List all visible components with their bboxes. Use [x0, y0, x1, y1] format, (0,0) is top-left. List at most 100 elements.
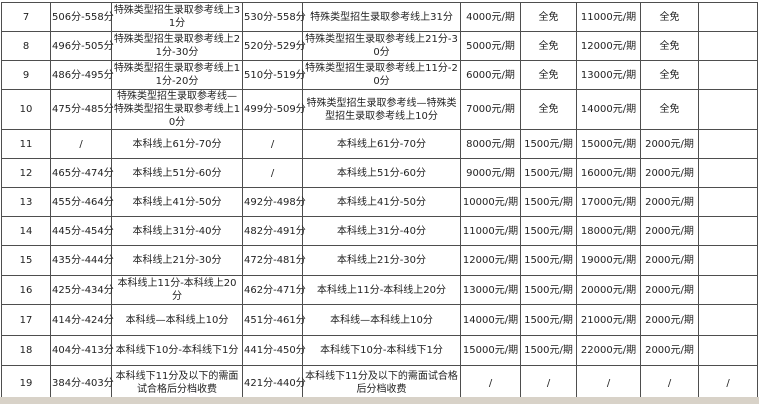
table-cell: 19000元/期	[576, 245, 641, 276]
table-cell: 特殊类型招生录取参考线上21分-30分	[302, 31, 461, 61]
table-cell: 506分-558分	[50, 2, 114, 32]
table-cell: 全免	[640, 2, 699, 32]
table-cell: /	[576, 365, 641, 402]
row-number-cell: 11	[1, 129, 51, 159]
table-cell: 2000元/期	[640, 129, 699, 159]
table-row: 7 506分-558分 特殊类型招生录取参考线上31分 530分-558分 特殊类型招生…	[1, 2, 758, 32]
table-cell	[698, 335, 758, 366]
table-row: 8 496分-505分 特殊类型招生录取参考线上21分-30分 520分-529分 特殊…	[1, 31, 758, 61]
table-cell: 特殊类型招生录取参考线上31分	[111, 2, 243, 32]
row-number-cell: 14	[1, 216, 51, 246]
table-cell	[698, 89, 758, 130]
table-cell: 本科线下11分及以下的需面试合格后分档收费	[302, 365, 461, 402]
table-cell: 本科线—本科线上10分	[302, 304, 461, 336]
table-row: 16 425分-434分 本科线上11分-本科线上20分 462分-471分 本科线上1…	[1, 275, 758, 305]
table-cell: 本科线下10分-本科线下1分	[302, 335, 461, 366]
table-cell: 全免	[520, 60, 577, 90]
row-number-cell: 10	[1, 89, 51, 130]
table-cell: /	[242, 129, 303, 159]
table-cell: 特殊类型招生录取参考线上21分-30分	[111, 31, 243, 61]
table-cell: 14000元/期	[576, 89, 641, 130]
row-number-cell: 8	[1, 31, 51, 61]
table-row: 15 435分-444分 本科线上21分-30分 472分-481分 本科线上21分-3…	[1, 245, 758, 276]
table-cell: 472分-481分	[242, 245, 306, 276]
table-row: 17 414分-424分 本科线—本科线上10分 451分-461分 本科线—本科线上1…	[1, 304, 758, 336]
table-cell: 8000元/期	[460, 129, 521, 159]
table-cell	[698, 2, 758, 32]
table-cell: 441分-450分	[242, 335, 306, 366]
table-cell: 全免	[520, 89, 577, 130]
table-cell: /	[50, 129, 112, 159]
table-cell	[698, 129, 758, 159]
table-cell: 9000元/期	[460, 158, 521, 188]
table-cell: 520分-529分	[242, 31, 306, 61]
table-cell: 7000元/期	[460, 89, 521, 130]
table-cell: 462分-471分	[242, 275, 306, 305]
table-cell: 2000元/期	[640, 275, 699, 305]
table-cell: 22000元/期	[576, 335, 641, 366]
table-cell: 1500元/期	[520, 335, 577, 366]
table-cell: 414分-424分	[50, 304, 114, 336]
table-cell: 全免	[520, 2, 577, 32]
table-cell: 1500元/期	[520, 129, 577, 159]
table-cell: 435分-444分	[50, 245, 114, 276]
table-cell: 1500元/期	[520, 216, 577, 246]
table-row: 11/本科线上61分-70分 / 本科线上61分-70分 8000元/期 1500元/期…	[1, 129, 758, 159]
table-cell: 465分-474分	[50, 158, 114, 188]
table-cell: 本科线上41分-50分	[111, 187, 243, 217]
table-cell: /	[242, 158, 303, 188]
table-cell: 本科线上21分-30分	[302, 245, 461, 276]
table-cell	[698, 304, 758, 336]
table-cell: 14000元/期	[460, 304, 521, 336]
row-number-cell: 16	[1, 275, 51, 305]
table-cell: 本科线上31分-40分	[111, 216, 243, 246]
table-cell: 2000元/期	[640, 304, 699, 336]
table-cell: 15000元/期	[576, 129, 641, 159]
table-cell: 455分-464分	[50, 187, 114, 217]
table-cell: 404分-413分	[50, 335, 114, 366]
table-cell: 18000元/期	[576, 216, 641, 246]
table-cell	[698, 216, 758, 246]
table-cell: 499分-509分	[242, 89, 306, 130]
table-cell: 本科线上51分-60分	[111, 158, 243, 188]
table-cell: 17000元/期	[576, 187, 641, 217]
bottom-margin-strip	[0, 397, 759, 404]
table-cell: 13000元/期	[576, 60, 641, 90]
table-cell: 特殊类型招生录取参考线上11分-20分	[111, 60, 243, 90]
table-cell: 10000元/期	[460, 187, 521, 217]
table-row: 9 486分-495分 特殊类型招生录取参考线上11分-20分 510分-519分 特殊…	[1, 60, 758, 90]
table-cell: 特殊类型招生录取参考线—特殊类型招生录取参考线上10分	[111, 89, 243, 130]
table-cell: 全免	[520, 31, 577, 61]
table-cell: 15000元/期	[460, 335, 521, 366]
table-cell: 451分-461分	[242, 304, 306, 336]
table-cell: 510分-519分	[242, 60, 306, 90]
table-row: 18 404分-413分 本科线下10分-本科线下1分 441分-450分 本科线下10…	[1, 335, 758, 366]
table-cell: 2000元/期	[640, 245, 699, 276]
table-cell: 本科线上61分-70分	[302, 129, 461, 159]
row-number-cell: 12	[1, 158, 51, 188]
table-cell: 本科线上31分-40分	[302, 216, 461, 246]
table-cell: 425分-434分	[50, 275, 114, 305]
table-cell: 特殊类型招生录取参考线上11分-20分	[302, 60, 461, 90]
table-cell: 11000元/期	[576, 2, 641, 32]
row-number-cell: 9	[1, 60, 51, 90]
table-cell: 1500元/期	[520, 275, 577, 305]
table-cell: 20000元/期	[576, 275, 641, 305]
table-cell: 本科线上21分-30分	[111, 245, 243, 276]
table-cell: /	[698, 365, 758, 402]
table-cell: 482分-491分	[242, 216, 306, 246]
table-cell: 全免	[640, 31, 699, 61]
table-cell: 本科线下10分-本科线下1分	[111, 335, 243, 366]
row-number-cell: 17	[1, 304, 51, 336]
table-cell: 本科线上61分-70分	[111, 129, 243, 159]
table-cell: 本科线上41分-50分	[302, 187, 461, 217]
table-cell: 12000元/期	[460, 245, 521, 276]
table-cell: 1500元/期	[520, 187, 577, 217]
table-cell: 475分-485分	[50, 89, 114, 130]
table-cell: 本科线—本科线上10分	[111, 304, 243, 336]
table-row: 13 455分-464分 本科线上41分-50分 492分-498分 本科线上41分-5…	[1, 187, 758, 217]
table-cell: 421分-440分	[242, 365, 306, 402]
table-cell	[698, 275, 758, 305]
